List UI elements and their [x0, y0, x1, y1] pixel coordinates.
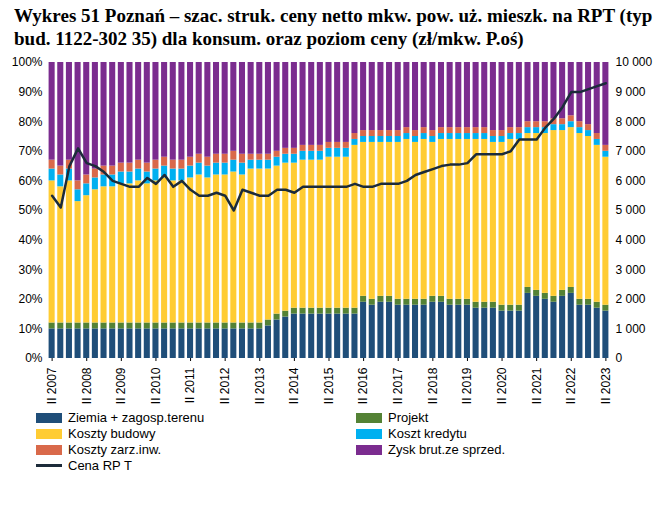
svg-text:2 000: 2 000	[616, 292, 646, 306]
svg-text:1 000: 1 000	[616, 322, 646, 336]
svg-text:70%: 70%	[18, 144, 42, 158]
svg-text:II 2014: II 2014	[287, 368, 301, 405]
svg-text:II 2016: II 2016	[356, 368, 370, 405]
svg-text:II 2015: II 2015	[322, 368, 336, 405]
svg-text:II 2013: II 2013	[253, 368, 267, 405]
html-text:Projekt: Projekt	[388, 410, 429, 426]
svg-text:9 000: 9 000	[616, 85, 646, 99]
svg-text:II 2021: II 2021	[529, 368, 543, 405]
html-text:Koszty budowy: Koszty budowy	[68, 426, 156, 442]
svg-text:3 000: 3 000	[616, 263, 646, 277]
svg-text:II 2019: II 2019	[460, 368, 474, 405]
svg-text:10%: 10%	[18, 322, 42, 336]
svg-text:II 2022: II 2022	[564, 368, 578, 405]
svg-text:100%: 100%	[12, 56, 43, 70]
svg-text:6 000: 6 000	[616, 174, 646, 188]
html-text:Zysk brut.ze sprzed.: Zysk brut.ze sprzed.	[388, 442, 505, 458]
svg-text:II 2023: II 2023	[599, 368, 613, 405]
html-text:Koszt kredytu: Koszt kredytu	[388, 426, 467, 442]
svg-text:60%: 60%	[18, 174, 42, 188]
html-text:Koszty zarz.inw.: Koszty zarz.inw.	[68, 442, 162, 458]
svg-text:II 2009: II 2009	[114, 368, 128, 405]
svg-text:90%: 90%	[18, 85, 42, 99]
svg-text:II 2010: II 2010	[149, 368, 163, 405]
svg-text:30%: 30%	[18, 263, 42, 277]
svg-text:II 2007: II 2007	[45, 368, 59, 405]
svg-text:II 2020: II 2020	[495, 368, 509, 405]
svg-text:0: 0	[616, 352, 623, 366]
svg-text:II 2011: II 2011	[183, 368, 197, 404]
html-text:Wykres 51 Poznań – szac. struk: Wykres 51 Poznań – szac. struk. ceny net…	[14, 5, 653, 50]
svg-text:4 000: 4 000	[616, 233, 646, 247]
svg-text:40%: 40%	[18, 233, 42, 247]
svg-text:20%: 20%	[18, 292, 42, 306]
svg-text:II 2012: II 2012	[218, 368, 232, 405]
svg-text:II 2008: II 2008	[80, 368, 94, 405]
svg-text:5 000: 5 000	[616, 204, 646, 218]
html-text:Ziemia + zagosp.terenu: Ziemia + zagosp.terenu	[68, 410, 205, 426]
svg-text:7 000: 7 000	[616, 144, 646, 158]
svg-text:8 000: 8 000	[616, 115, 646, 129]
svg-text:II 2018: II 2018	[426, 368, 440, 405]
svg-text:II 2017: II 2017	[391, 368, 405, 405]
svg-text:10 000: 10 000	[616, 56, 653, 70]
html-text:Cena RP T: Cena RP T	[68, 458, 132, 474]
svg-text:0%: 0%	[25, 352, 43, 366]
svg-text:80%: 80%	[18, 115, 42, 129]
svg-text:50%: 50%	[18, 204, 42, 218]
